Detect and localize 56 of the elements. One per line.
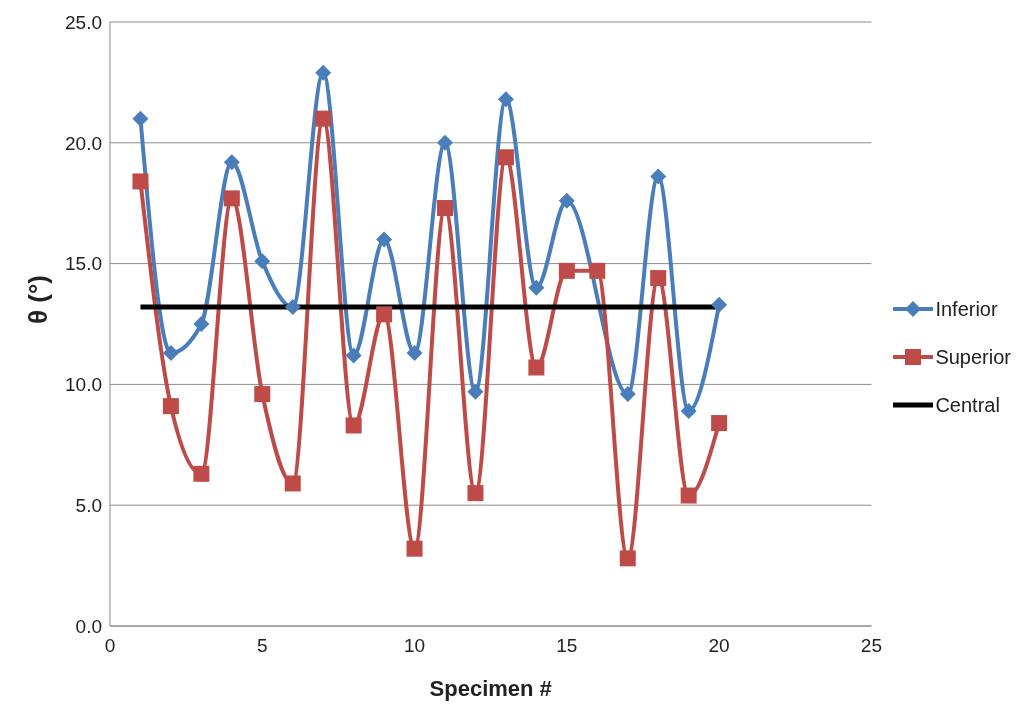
point (497, 91, 514, 108)
x-tick-label: 25 (860, 635, 882, 656)
point (345, 347, 362, 364)
y-axis-title: θ (°) (23, 275, 54, 324)
point (650, 168, 667, 185)
y-tick-label: 10.0 (65, 374, 102, 396)
point (467, 485, 484, 502)
point (284, 299, 301, 316)
point (680, 402, 697, 419)
point (558, 262, 575, 279)
legend-label: Superior (935, 345, 1011, 369)
point (650, 270, 667, 287)
y-tick-label: 25.0 (65, 11, 102, 33)
point (162, 344, 179, 361)
point (589, 262, 606, 279)
legend-label: Inferior (935, 297, 998, 321)
point (132, 173, 149, 190)
point (711, 296, 728, 313)
point (223, 190, 240, 207)
x-tick-label: 0 (104, 635, 116, 656)
y-tick-label: 20.0 (65, 132, 102, 154)
point (558, 192, 575, 209)
point (497, 149, 514, 166)
point (619, 550, 636, 567)
x-tick-label: 10 (403, 635, 426, 656)
point (315, 64, 332, 81)
point (376, 231, 393, 248)
x-tick-label: 20 (708, 635, 730, 656)
point (223, 154, 240, 171)
x-tick-label: 5 (256, 635, 268, 656)
x-tick-label: 15 (556, 635, 578, 656)
point (193, 316, 210, 332)
point (528, 359, 545, 376)
point (345, 417, 362, 434)
point (162, 398, 179, 415)
point (437, 134, 454, 151)
y-tick-label: 0.0 (75, 615, 102, 637)
point (376, 306, 393, 323)
point (254, 386, 271, 403)
point (619, 386, 636, 403)
point (132, 110, 149, 127)
point (193, 465, 210, 482)
point (528, 279, 545, 296)
point (315, 110, 332, 127)
point (467, 383, 484, 400)
point (680, 487, 697, 504)
y-tick-label: 5.0 (75, 494, 102, 516)
point (284, 475, 301, 492)
point (254, 253, 271, 270)
x-axis-title: Specimen # (429, 676, 552, 701)
point (406, 540, 423, 557)
legend-label: Central (935, 393, 1000, 417)
point (437, 200, 454, 217)
point (406, 344, 423, 361)
y-tick-label: 15.0 (65, 253, 102, 275)
point (711, 415, 728, 432)
